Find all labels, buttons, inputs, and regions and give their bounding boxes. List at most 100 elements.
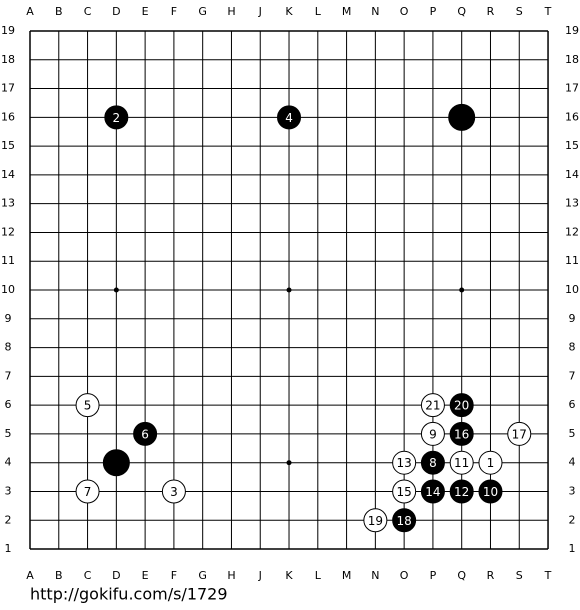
row-label: 14 xyxy=(1,168,15,181)
row-label: 3 xyxy=(569,484,576,497)
move-number: 11 xyxy=(454,456,469,470)
column-label: Q xyxy=(457,569,466,582)
column-label: R xyxy=(487,569,495,582)
move-number: 7 xyxy=(84,485,92,499)
row-label: 15 xyxy=(565,139,579,152)
black-stone xyxy=(449,479,474,504)
star-point xyxy=(459,287,465,293)
black-stone xyxy=(277,105,302,130)
white-stone xyxy=(363,508,388,533)
move-number: 4 xyxy=(285,111,293,125)
move-number: 14 xyxy=(425,485,440,499)
column-label: K xyxy=(285,569,293,582)
column-label: L xyxy=(315,569,322,582)
column-label: K xyxy=(285,5,293,18)
white-stone xyxy=(449,450,474,475)
row-label: 1 xyxy=(569,542,576,555)
row-label: 4 xyxy=(5,456,12,469)
column-label: D xyxy=(112,5,120,18)
row-label: 5 xyxy=(5,427,12,440)
column-label: F xyxy=(171,5,177,18)
column-label: C xyxy=(84,5,92,18)
column-label: E xyxy=(142,569,149,582)
row-label: 7 xyxy=(5,369,12,382)
star-point xyxy=(286,287,292,293)
row-label: 11 xyxy=(565,254,579,267)
row-label: 10 xyxy=(565,283,579,296)
white-stone xyxy=(420,421,445,446)
row-label: 12 xyxy=(1,225,15,238)
row-label: 11 xyxy=(1,254,15,267)
column-label: S xyxy=(516,569,523,582)
column-label: A xyxy=(26,5,34,18)
move-number: 9 xyxy=(429,427,437,441)
column-label: T xyxy=(544,569,552,582)
row-label: 16 xyxy=(565,110,579,123)
row-label: 2 xyxy=(569,513,576,526)
row-label: 13 xyxy=(1,197,15,210)
column-label: G xyxy=(198,569,207,582)
column-label: M xyxy=(342,569,352,582)
move-number: 6 xyxy=(141,427,149,441)
move-number: 17 xyxy=(512,427,527,441)
row-label: 3 xyxy=(5,484,12,497)
column-label: N xyxy=(371,569,379,582)
move-number: 16 xyxy=(454,427,469,441)
column-label: M xyxy=(342,5,352,18)
black-stone xyxy=(392,508,417,533)
black-stone xyxy=(104,105,129,130)
row-label: 8 xyxy=(5,341,12,354)
star-point xyxy=(286,460,292,466)
white-stone xyxy=(75,393,100,418)
black-stone xyxy=(420,479,445,504)
move-number: 1 xyxy=(487,456,495,470)
white-stone xyxy=(75,479,100,504)
row-label: 13 xyxy=(565,197,579,210)
column-label: D xyxy=(112,569,120,582)
black-stone xyxy=(133,421,158,446)
row-label: 19 xyxy=(565,24,579,37)
column-label: L xyxy=(315,5,322,18)
black-stone xyxy=(478,479,503,504)
column-label: N xyxy=(371,5,379,18)
row-label: 16 xyxy=(1,110,15,123)
white-stone xyxy=(478,450,503,475)
move-number: 15 xyxy=(396,485,411,499)
row-label: 6 xyxy=(5,398,12,411)
row-label: 8 xyxy=(569,341,576,354)
column-label: R xyxy=(487,5,495,18)
row-label: 14 xyxy=(565,168,579,181)
move-number: 18 xyxy=(396,514,411,528)
column-label: J xyxy=(258,569,262,582)
row-label: 12 xyxy=(565,225,579,238)
column-label: Q xyxy=(457,5,466,18)
column-label: B xyxy=(55,5,63,18)
row-label: 17 xyxy=(565,82,579,95)
white-stone xyxy=(392,479,417,504)
column-label: B xyxy=(55,569,63,582)
row-label: 7 xyxy=(569,369,576,382)
black-stone xyxy=(449,393,474,418)
row-label: 18 xyxy=(1,53,15,66)
move-number: 20 xyxy=(454,399,469,413)
move-number: 3 xyxy=(170,485,178,499)
move-number: 13 xyxy=(396,456,411,470)
move-number: 8 xyxy=(429,456,437,470)
row-label: 5 xyxy=(569,427,576,440)
move-number: 10 xyxy=(483,485,498,499)
move-number: 19 xyxy=(368,514,383,528)
row-label: 17 xyxy=(1,82,15,95)
column-label: A xyxy=(26,569,34,582)
move-number: 2 xyxy=(113,111,121,125)
white-stone xyxy=(420,393,445,418)
column-label: O xyxy=(400,569,409,582)
white-stone xyxy=(392,450,417,475)
column-label: C xyxy=(84,569,92,582)
column-label: P xyxy=(430,569,437,582)
row-label: 6 xyxy=(569,398,576,411)
row-label: 10 xyxy=(1,283,15,296)
column-label: H xyxy=(227,569,235,582)
black-stone xyxy=(448,103,476,131)
move-number: 12 xyxy=(454,485,469,499)
